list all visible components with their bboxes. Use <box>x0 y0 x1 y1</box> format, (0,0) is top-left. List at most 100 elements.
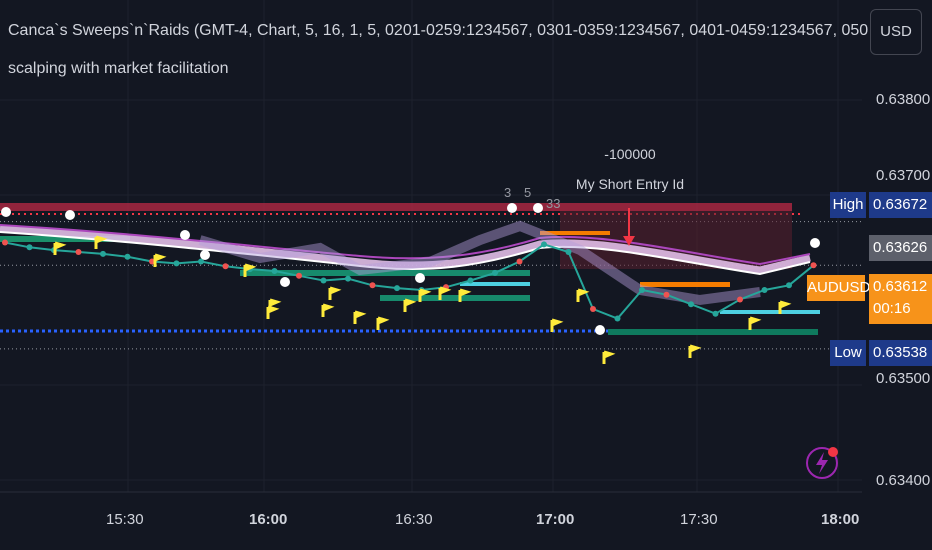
price-point <box>222 263 229 270</box>
sweep-marker <box>1 207 11 217</box>
price-point <box>26 244 33 251</box>
sweep-marker <box>280 277 290 287</box>
price-point <box>100 250 106 257</box>
price-point <box>467 277 474 284</box>
price-point <box>75 249 82 255</box>
time-tick: 17:00 <box>536 511 575 528</box>
flag-marker <box>53 241 67 255</box>
teal-band <box>380 295 530 301</box>
price-tick: 0.63800 <box>876 91 931 108</box>
price-point <box>639 287 645 293</box>
flag-marker <box>266 305 280 319</box>
indicator-overlays <box>0 203 862 350</box>
price-point <box>688 301 694 308</box>
low-label: Low <box>830 340 866 366</box>
ma-line-purple <box>0 224 811 266</box>
sweep-marker <box>65 210 75 220</box>
price-point <box>590 306 596 312</box>
price-point <box>810 262 817 269</box>
symbol-tag: AUDUSD <box>807 275 870 301</box>
flag-marker <box>576 288 590 302</box>
annotation-number: 3 <box>504 185 512 200</box>
bar-countdown: 00:16 <box>873 300 911 317</box>
flag-marker <box>403 298 417 312</box>
time-tick: 15:30 <box>106 511 144 528</box>
price-point <box>492 269 498 276</box>
price-line <box>4 241 815 320</box>
cyan-band <box>460 282 530 286</box>
high-label: High <box>830 192 866 218</box>
sweep-marker <box>533 203 543 213</box>
indicator-title: Canca`s Sweeps`n`Raids (GMT-4, Chart, 5,… <box>8 22 868 39</box>
price-point <box>737 296 743 303</box>
price-point <box>296 272 302 279</box>
sweep-marker <box>595 325 605 335</box>
flag-marker <box>94 235 108 249</box>
flag-marker <box>353 310 367 324</box>
price-point <box>712 310 719 317</box>
flag-marker <box>321 303 335 317</box>
last-price-value: 0.63612 <box>873 278 928 295</box>
currency-button[interactable]: USD <box>870 9 922 55</box>
price-point <box>198 258 204 265</box>
teal-band <box>240 270 530 276</box>
flag-marker <box>550 318 564 332</box>
price-point <box>394 285 400 292</box>
price-point <box>173 260 180 267</box>
time-tick: 16:00 <box>249 511 288 528</box>
indicator-subtitle: scalping with market facilitation <box>8 60 229 77</box>
flag-marker <box>778 300 792 314</box>
price-tick: 0.63400 <box>876 472 931 489</box>
order-quantity-label: -100000 <box>604 146 656 162</box>
last-price-tag: 0.63612 00:16 <box>869 274 932 324</box>
price-point <box>124 253 131 260</box>
teal-band <box>608 329 818 335</box>
flag-marker <box>153 253 167 267</box>
price-point <box>369 282 376 289</box>
ma-ribbon-pink <box>0 224 811 274</box>
price-point <box>786 282 792 289</box>
flag-marker <box>458 288 472 302</box>
price-point <box>565 249 572 255</box>
orange-band <box>640 282 730 287</box>
sweep-marker <box>180 230 190 240</box>
price-point <box>614 315 621 322</box>
low-value: 0.63538 <box>869 340 932 366</box>
high-value: 0.63672 <box>869 192 932 218</box>
sweep-marker <box>507 203 517 213</box>
flag-marker <box>688 344 702 358</box>
sweep-marker <box>415 273 425 283</box>
red-zone-bar <box>0 203 792 211</box>
lightning-alert-icon[interactable] <box>803 444 841 482</box>
flag-marker <box>418 288 432 302</box>
flag-marker <box>243 263 257 277</box>
current-price-tag: 0.63626 <box>869 235 932 261</box>
cyan-band <box>720 310 820 314</box>
time-tick: 16:30 <box>395 511 433 528</box>
price-point <box>2 239 8 246</box>
flag-markers <box>1 203 820 364</box>
price-point <box>271 268 278 274</box>
price-point <box>345 275 351 282</box>
short-entry-arrowhead <box>623 236 635 246</box>
flag-marker <box>328 286 342 300</box>
flag-marker <box>376 316 390 330</box>
price-point <box>516 258 523 265</box>
annotation-number: 5 <box>524 185 532 200</box>
ma-line-white <box>0 231 811 276</box>
time-tick: 18:00 <box>821 511 860 528</box>
flag-marker <box>602 350 616 364</box>
price-tick: 0.63700 <box>876 167 931 184</box>
teal-band <box>0 236 130 242</box>
price-tick: 0.63500 <box>876 370 931 387</box>
sweep-marker <box>810 238 820 248</box>
time-tick: 17:30 <box>680 511 718 528</box>
flag-marker <box>438 286 452 300</box>
annotation-number: 33 <box>546 196 561 211</box>
sweep-marker <box>200 250 210 260</box>
orange-band <box>540 231 610 235</box>
price-point <box>761 287 768 293</box>
order-name-label: My Short Entry Id <box>575 176 685 192</box>
flag-marker <box>748 316 762 330</box>
